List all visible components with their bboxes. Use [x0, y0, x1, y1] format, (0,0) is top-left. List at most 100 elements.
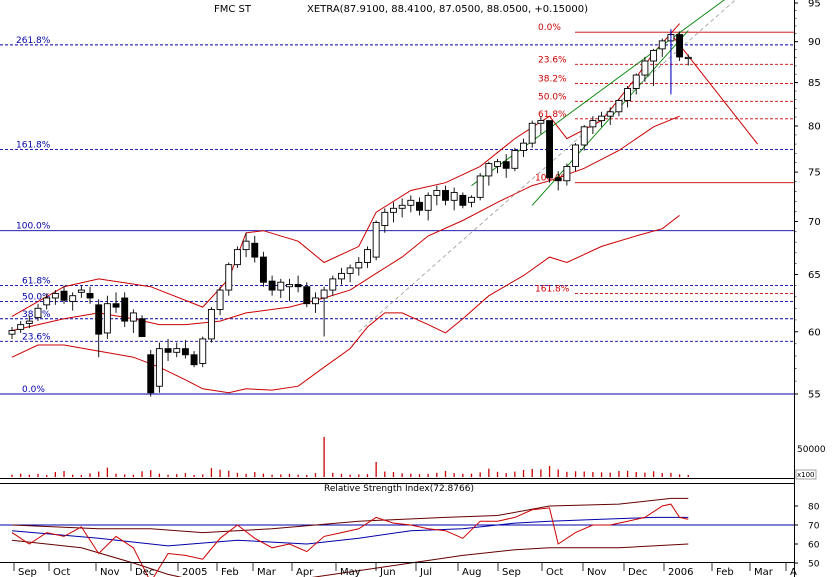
rsi-band-upper-line: [11, 497, 689, 534]
candle-body-42: [372, 222, 380, 258]
candle-body-34: [303, 286, 311, 305]
candle-body-31: [277, 281, 285, 291]
candle-body-5: [51, 292, 59, 299]
volume-unit-label: x100: [797, 471, 815, 479]
y-tick-label-2: 85: [808, 78, 821, 89]
candle-body-58: [511, 150, 519, 169]
x-tick-label-0: Sep: [18, 567, 37, 577]
candle-body-38: [338, 272, 345, 280]
candle-body-24: [216, 289, 224, 310]
candle-body-51: [450, 191, 458, 201]
candle-body-68: [598, 115, 606, 122]
candle-body-19: [173, 348, 181, 353]
x-tick-label-15: Dec: [628, 567, 647, 577]
fib-long-label-7: 0.0%: [22, 385, 45, 395]
fib-long-label-1: 161.8%: [16, 141, 51, 151]
candle-body-25: [225, 264, 233, 291]
candle-body-29: [259, 256, 267, 283]
fib-short-label-0: 0.0%: [538, 23, 561, 33]
rsi-panel: [0, 497, 794, 577]
candle-body-37: [329, 278, 337, 291]
volume-unit-box: [795, 469, 817, 480]
x-tick-label-5: Feb: [221, 567, 239, 577]
candle-body-21: [190, 354, 198, 366]
x-tick-label-11: Aug: [462, 567, 482, 577]
candle-body-28: [251, 242, 259, 258]
candle-body-32: [285, 284, 293, 288]
candle-body-27: [242, 240, 250, 251]
y-tick-label-5: 70: [808, 217, 821, 228]
candle-body-18: [164, 348, 172, 353]
x-tick-label-12: Sep: [502, 567, 521, 577]
candle-body-9: [86, 292, 94, 299]
x-tick-label-4: 2005: [182, 567, 207, 577]
candle-body-67: [589, 120, 597, 128]
candle-body-48: [424, 194, 432, 211]
volume-bars: [11, 436, 689, 477]
candle-body-6: [60, 290, 68, 301]
candle-body-65: [572, 144, 579, 167]
x-tick-label-13: Oct: [546, 567, 563, 577]
x-tick-label-3: Dec: [135, 567, 154, 577]
candle-body-77: [676, 34, 684, 58]
x-tick-label-1: Oct: [53, 567, 70, 577]
x-tick-label-2: Nov: [100, 567, 120, 577]
candle-body-45: [398, 204, 406, 209]
rsi-tick-label-2: 60: [808, 541, 820, 551]
fib-short-label-1: 23.6%: [538, 55, 567, 65]
rsi-tick-label-1: 70: [808, 522, 820, 532]
y-tick-label-3: 80: [808, 121, 821, 132]
candle-body-40: [355, 262, 363, 269]
candle-body-49: [433, 190, 441, 196]
fib-long-label-4: 50.0%: [22, 292, 51, 302]
candle-body-36: [320, 289, 328, 299]
candle-body-11: [103, 303, 111, 334]
candle-body-1: [17, 324, 25, 330]
candle-body-30: [268, 280, 276, 291]
candle-body-2: [25, 320, 33, 324]
bollinger-lower-line: [11, 215, 680, 394]
candle-body-26: [233, 249, 241, 266]
x-tick-label-17: Feb: [716, 567, 734, 577]
candle-body-46: [407, 199, 415, 206]
x-tick-label-7: Apr: [296, 567, 314, 577]
fibonacci-levels: 261.8% 161.8% 100.0% 61.8% 50.0% 38.2% 23.6% 0.…: [0, 23, 794, 395]
candle-body-12: [112, 303, 120, 308]
y-tick-label-4: 75: [808, 168, 821, 179]
chart-symbol: FMC ST: [214, 4, 252, 15]
candle-body-13: [121, 297, 129, 322]
candle-body-47: [416, 201, 423, 211]
rsi-tick-label-0: 80: [808, 503, 820, 513]
candlesticks: [8, 29, 692, 397]
candle-body-53: [468, 196, 475, 203]
x-tick-label-9: Jun: [379, 567, 396, 577]
rsi-tick-label-3: 50: [808, 560, 820, 570]
candle-body-69: [606, 111, 614, 117]
candle-body-17: [155, 348, 163, 387]
candle-body-56: [494, 161, 501, 167]
candle-body-4: [43, 297, 51, 306]
candle-body-60: [528, 122, 536, 144]
candle-body-23: [207, 308, 215, 340]
candle-body-75: [658, 40, 666, 50]
rsi-title: Relative Strength Index(72.8766): [324, 484, 474, 494]
candle-body-78: [684, 56, 692, 60]
x-tick-label-19: A: [790, 567, 797, 577]
fib-short-label-2: 38.2%: [538, 74, 567, 84]
candle-body-64: [563, 165, 571, 182]
candle-body-66: [580, 126, 588, 146]
x-tick-label-16: 2006: [668, 567, 693, 577]
candle-body-33: [294, 284, 302, 288]
candle-body-10: [95, 304, 103, 335]
fib-long-label-2: 100.0%: [16, 222, 51, 232]
candle-body-14: [129, 312, 137, 322]
fib-long-label-3: 61.8%: [22, 277, 51, 287]
y-tick-label-8: 55: [808, 390, 821, 401]
candle-body-50: [442, 190, 449, 201]
candle-body-0: [8, 330, 16, 335]
candle-body-7: [69, 295, 77, 302]
candle-body-63: [554, 177, 562, 182]
candle-body-62: [546, 120, 553, 179]
